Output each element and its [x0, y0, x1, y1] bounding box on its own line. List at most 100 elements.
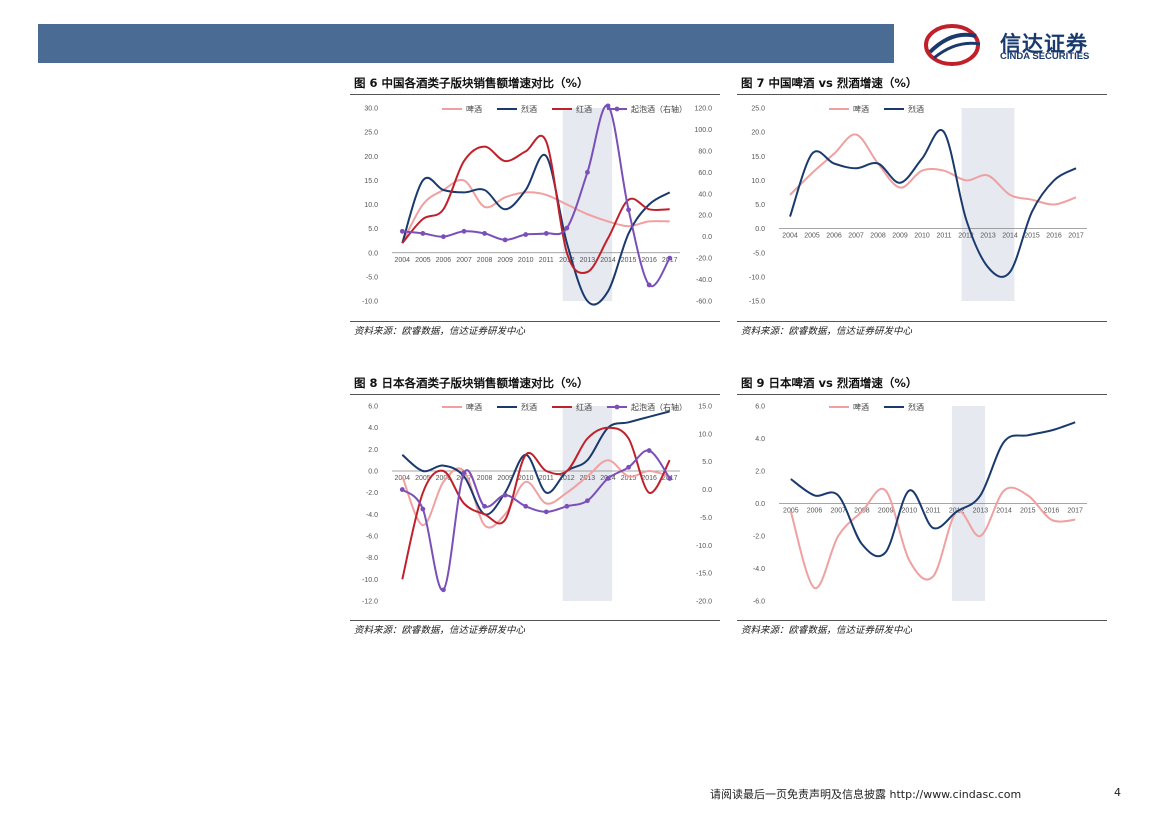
x-tick-label: 2004 — [782, 233, 798, 240]
figure-bottom-rule — [350, 321, 720, 322]
series-point — [482, 503, 487, 509]
series-point — [502, 492, 508, 498]
series-line — [401, 134, 670, 275]
x-tick-label: 2005 — [783, 508, 799, 515]
series-line — [401, 459, 670, 529]
x-tick-label: 2011 — [925, 508, 940, 515]
series-point — [585, 169, 590, 175]
series-point — [564, 225, 570, 231]
legend-label: 啤酒 — [853, 104, 869, 114]
y-tick-label: 25.0 — [364, 130, 378, 137]
series-point — [461, 228, 467, 234]
x-tick-label: 2016 — [641, 257, 657, 264]
figure-bottom-rule — [350, 620, 720, 621]
y-tick-label: 2.0 — [755, 469, 765, 476]
y-tick-label: 10.0 — [751, 178, 765, 185]
y-tick-label: 2.0 — [368, 447, 378, 454]
x-tick-label: 2006 — [436, 257, 452, 264]
x-tick-label: 2012 — [559, 257, 575, 264]
x-tick-label: 2015 — [621, 257, 637, 264]
legend-marker — [614, 106, 620, 112]
figure-top-rule — [350, 394, 720, 395]
legend-label: 烈酒 — [521, 105, 537, 114]
y-tick-label: 0.0 — [755, 226, 765, 233]
series-point — [667, 476, 673, 481]
x-tick-label: 2011 — [539, 257, 554, 264]
x-tick-label: 2012 — [559, 475, 575, 482]
x-tick-label: 2004 — [394, 257, 410, 264]
series-point — [605, 476, 611, 481]
y-tick-label: 30.0 — [364, 106, 378, 113]
series-point — [543, 231, 549, 236]
series-point — [646, 448, 652, 453]
x-tick-label: 2016 — [641, 475, 657, 482]
figure-source: 资料来源：欧睿数据，信达证券研发中心 — [741, 326, 913, 337]
legend-marker — [614, 404, 620, 410]
chart-figure-6: 30.0 25.0 20.0 15.0 10.0 5.0 0.0 -5.0 -10.0 120.0… — [362, 103, 712, 306]
y-tick-label: -5.0 — [366, 274, 378, 281]
y-tick-label: -10.0 — [362, 299, 378, 306]
y2-tick-label: -15.0 — [696, 571, 712, 578]
y-tick-label: -4.0 — [753, 566, 765, 573]
x-tick-label: 2011 — [539, 475, 554, 482]
figure-source: 资料来源：欧睿数据，信达证券研发中心 — [354, 326, 526, 337]
y-tick-label: -2.0 — [366, 490, 378, 497]
x-tick-label: 2005 — [415, 257, 431, 264]
y-tick-label: -6.0 — [753, 599, 765, 606]
y-tick-label: 5.0 — [368, 226, 378, 233]
x-tick-label: 2007 — [830, 508, 846, 515]
y2-tick-label: -10.0 — [696, 543, 712, 550]
shaded-band — [562, 406, 613, 601]
y2-tick-label: 20.0 — [698, 213, 712, 220]
legend-label: 红酒 — [576, 402, 592, 412]
y-tick-label: 4.0 — [755, 436, 765, 443]
y-tick-label: -6.0 — [366, 534, 378, 541]
series-point — [667, 255, 673, 261]
legend-label: 烈酒 — [521, 403, 537, 412]
y2-tick-label: -5.0 — [700, 515, 712, 522]
series-point — [441, 587, 446, 593]
series-point — [523, 232, 529, 237]
figure-source: 资料来源：欧睿数据，信达证券研发中心 — [354, 625, 526, 636]
series-point — [420, 231, 426, 236]
y-tick-label: 0.0 — [755, 501, 765, 508]
logo-en-text: CINDA SECURITIES — [1000, 51, 1090, 62]
y-tick-label: 4.0 — [368, 425, 378, 432]
x-tick-label: 2008 — [477, 475, 493, 482]
x-tick-label: 2012 — [958, 233, 974, 240]
series-line — [402, 104, 671, 288]
x-tick-label: 2013 — [580, 257, 596, 264]
y2-tick-label: -20.0 — [696, 599, 712, 606]
y2-tick-label: 40.0 — [698, 191, 712, 198]
x-tick-label: 2014 — [996, 508, 1012, 515]
x-tick-label: 2007 — [456, 257, 472, 264]
figure-bottom-rule — [737, 321, 1107, 322]
x-tick-label: 2013 — [580, 475, 596, 482]
y-tick-label: -12.0 — [362, 599, 378, 606]
series-line — [401, 153, 671, 306]
y2-tick-label: 10.0 — [698, 431, 712, 438]
y-tick-label: -8.0 — [366, 555, 378, 562]
x-tick-label: 2007 — [456, 475, 472, 482]
y2-tick-label: 5.0 — [702, 459, 712, 466]
y-tick-label: -2.0 — [753, 534, 765, 541]
y2-tick-label: 100.0 — [694, 127, 712, 134]
figure-top-rule — [350, 94, 720, 95]
shaded-band — [961, 108, 1015, 301]
y-tick-label: 15.0 — [751, 154, 765, 161]
y-tick-label: -5.0 — [753, 250, 765, 257]
x-tick-label: 2015 — [1020, 508, 1036, 515]
series-point — [605, 103, 611, 109]
y-tick-label: 15.0 — [364, 178, 378, 185]
x-tick-label: 2016 — [1044, 508, 1060, 515]
y2-tick-label: 120.0 — [694, 106, 712, 113]
shaded-band — [562, 108, 613, 301]
x-tick-label: 2009 — [892, 233, 908, 240]
y2-tick-label: -40.0 — [696, 277, 712, 284]
series-point — [461, 470, 467, 476]
series-line — [789, 133, 1077, 206]
x-tick-label: 2009 — [878, 508, 894, 515]
figure-top-rule — [737, 394, 1107, 395]
legend-label: 啤酒 — [466, 402, 482, 412]
series-point — [564, 503, 570, 509]
